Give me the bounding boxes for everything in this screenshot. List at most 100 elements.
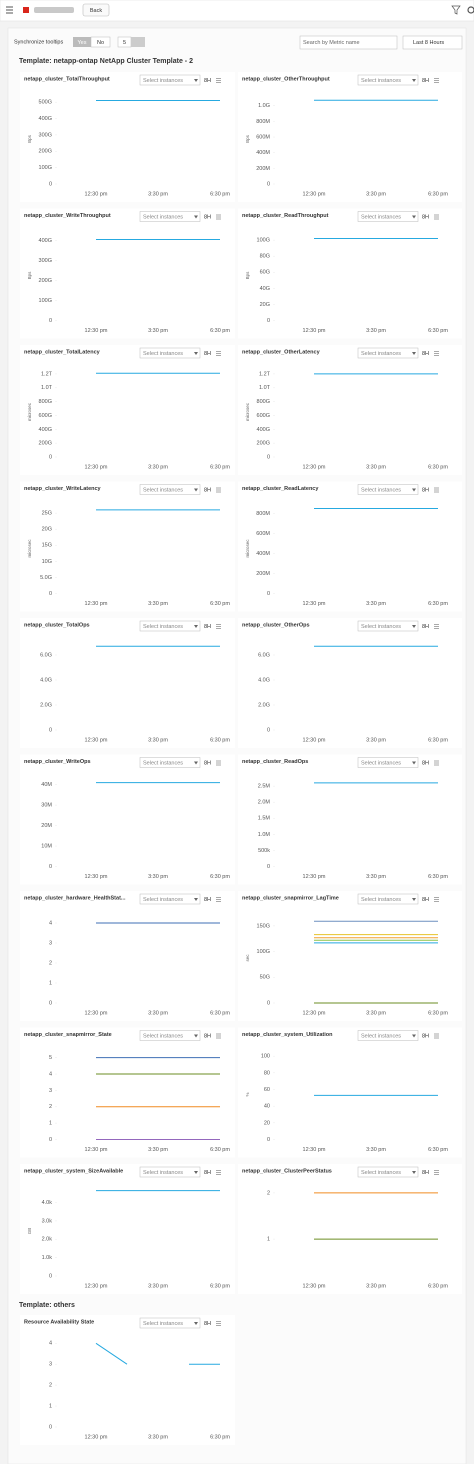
range-button[interactable]: 8H (204, 1033, 211, 1039)
range-button[interactable]: 8H (422, 1170, 429, 1176)
search-box[interactable] (299, 35, 398, 50)
instance-select[interactable] (357, 211, 419, 222)
layout-button[interactable] (131, 37, 145, 47)
range-button[interactable]: 8H (204, 897, 211, 903)
instance-select-label[interactable]: Select instances (143, 1033, 183, 1039)
instance-select-label[interactable]: Select instances (361, 760, 401, 766)
panel-menu[interactable] (434, 624, 439, 629)
y-tick-label: 10M (41, 843, 52, 849)
panel-menu[interactable] (216, 1033, 221, 1039)
instance-select-label[interactable]: Select instances (361, 351, 401, 357)
back-button[interactable] (82, 3, 110, 17)
panel-menu[interactable] (216, 897, 221, 902)
panel-menu[interactable] (216, 78, 221, 83)
range-button[interactable]: 8H (422, 897, 429, 903)
instance-select-label[interactable]: Select instances (361, 1170, 401, 1176)
instance-select[interactable] (139, 1317, 201, 1329)
instance-select[interactable] (139, 757, 201, 768)
instance-select-label[interactable]: Select instances (143, 1170, 183, 1176)
instance-select-label[interactable]: Select instances (143, 897, 183, 903)
instance-select[interactable] (139, 347, 201, 359)
instance-select[interactable] (139, 211, 201, 222)
range-button[interactable]: 8H (204, 78, 211, 84)
instance-select[interactable] (139, 484, 201, 495)
range-button[interactable]: 8H (422, 760, 429, 766)
range-button[interactable]: 8H (204, 1321, 211, 1327)
range-button[interactable]: 8H (204, 1170, 211, 1176)
instance-select[interactable] (357, 893, 419, 905)
instance-select[interactable] (139, 74, 201, 86)
range-button[interactable]: 8H (204, 214, 211, 220)
panel-menu[interactable] (434, 78, 439, 83)
instance-select-label[interactable]: Select instances (361, 214, 401, 220)
panel-menu[interactable] (434, 1170, 439, 1175)
x-tick-label: 12:30 pm (85, 328, 108, 334)
range-button[interactable]: 8H (422, 487, 429, 493)
instance-select-label[interactable]: Select instances (361, 624, 401, 630)
instance-select[interactable] (357, 620, 419, 632)
instance-select[interactable] (139, 620, 201, 632)
panel-menu[interactable] (434, 760, 439, 766)
y-tick-label: 80G (260, 254, 270, 260)
time-range-label[interactable]: Last 8 Hours (413, 40, 444, 46)
range-button[interactable]: 8H (204, 760, 211, 766)
panel-menu[interactable] (216, 760, 221, 766)
panel (20, 618, 235, 748)
instance-select[interactable] (357, 74, 419, 86)
panel-menu[interactable] (216, 1170, 221, 1175)
no-label[interactable]: No (97, 40, 104, 46)
no-toggle[interactable] (90, 36, 111, 48)
panel-menu[interactable] (434, 487, 439, 493)
instance-select-label[interactable]: Select instances (143, 351, 183, 357)
filter-icon[interactable] (451, 5, 461, 15)
yes-toggle[interactable] (73, 37, 91, 47)
panel-menu[interactable] (434, 214, 439, 220)
instance-select[interactable] (139, 1166, 201, 1178)
time-range-select[interactable] (402, 35, 463, 50)
page-size-label[interactable]: 5 (123, 40, 126, 46)
instance-select-label[interactable]: Select instances (361, 897, 401, 903)
panel-menu[interactable] (216, 214, 221, 220)
range-button[interactable]: 8H (422, 351, 429, 357)
panel-menu[interactable] (216, 351, 221, 356)
y-axis-label: Bps (245, 271, 250, 280)
range-button[interactable]: 8H (204, 487, 211, 493)
instance-select-label[interactable]: Select instances (143, 1321, 183, 1327)
panel-menu[interactable] (434, 1033, 439, 1039)
instance-select[interactable] (357, 484, 419, 495)
panel-menu[interactable] (216, 487, 221, 493)
yes-label[interactable]: Yes (78, 40, 87, 46)
instance-select[interactable] (357, 1030, 419, 1041)
panel-menu[interactable] (216, 1321, 221, 1326)
instance-select[interactable] (357, 757, 419, 768)
instance-select-label[interactable]: Select instances (143, 78, 183, 84)
range-button[interactable]: 8H (204, 624, 211, 630)
search-placeholder[interactable]: Search by Metric name (303, 40, 360, 46)
range-button[interactable]: 8H (422, 1033, 429, 1039)
y-tick-label: 600G (39, 413, 52, 419)
settings-icon[interactable] (467, 6, 474, 14)
range-button[interactable]: 8H (422, 624, 429, 630)
instance-select-label[interactable]: Select instances (361, 487, 401, 493)
instance-select[interactable] (357, 1166, 419, 1178)
panel-menu[interactable] (434, 351, 439, 356)
instance-select[interactable] (139, 893, 201, 905)
range-button[interactable]: 8H (422, 78, 429, 84)
panel-menu[interactable] (434, 897, 439, 902)
instance-select-label[interactable]: Select instances (143, 624, 183, 630)
back-label[interactable]: Back (90, 8, 102, 14)
y-tick-label: 200M (256, 166, 270, 172)
instance-select-label[interactable]: Select instances (361, 1033, 401, 1039)
instance-select-label[interactable]: Select instances (361, 78, 401, 84)
instance-select[interactable] (139, 1030, 201, 1041)
instance-select-label[interactable]: Select instances (143, 214, 183, 220)
instance-select[interactable] (357, 347, 419, 359)
instance-select-label[interactable]: Select instances (143, 760, 183, 766)
panel-menu[interactable] (216, 624, 221, 629)
range-button[interactable]: 8H (422, 214, 429, 220)
select-caret (412, 1034, 416, 1038)
menu-icon[interactable] (6, 6, 13, 14)
range-button[interactable]: 8H (204, 351, 211, 357)
y-tick-label: 400M (256, 551, 270, 557)
instance-select-label[interactable]: Select instances (143, 487, 183, 493)
